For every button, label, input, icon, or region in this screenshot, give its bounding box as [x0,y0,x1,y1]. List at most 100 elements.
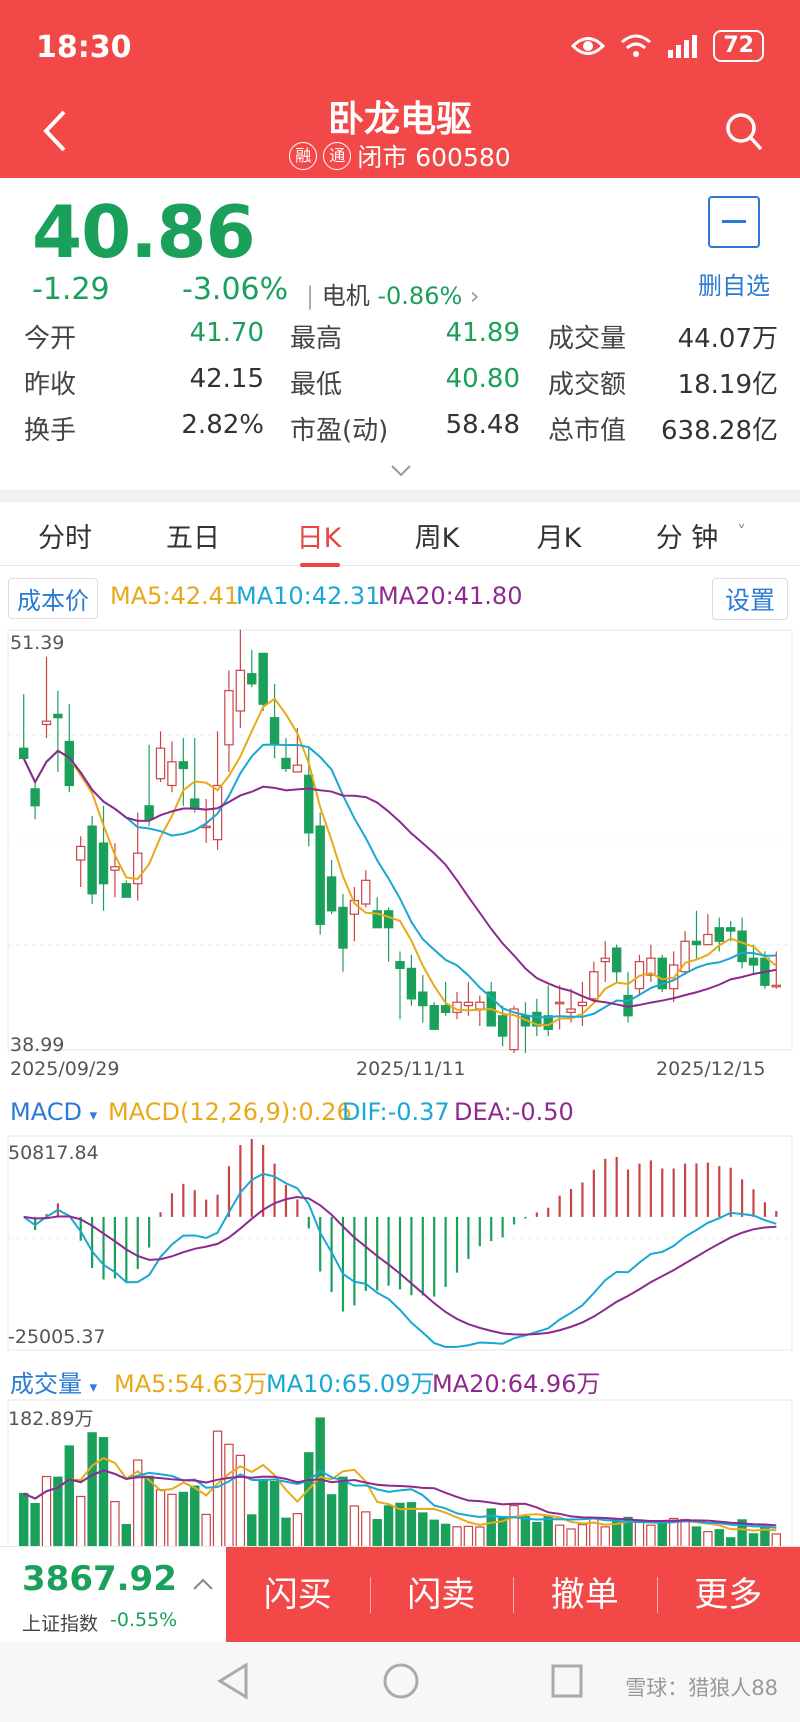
tab-4[interactable]: 月K [536,523,582,554]
kline-chart[interactable] [0,620,800,1060]
volume-bar [509,1505,519,1546]
candle-body [440,1005,451,1014]
remove-watchlist-icon[interactable] [708,196,760,248]
stat-value: 638.28亿 [661,416,778,446]
volume-bar [178,1491,189,1546]
volume-bar [566,1528,576,1546]
volume-indicator-select[interactable]: 成交量 ▾ [10,1370,98,1398]
candle-body [509,1008,519,1051]
volume-bar [475,1526,485,1546]
volume-bar [41,1475,52,1546]
macd-indicator-select[interactable]: MACD ▾ [10,1098,98,1126]
vol-ma10-line [23,1469,777,1529]
volume-bar [703,1531,713,1546]
nav-home-icon[interactable] [382,1662,420,1700]
back-icon[interactable] [38,108,72,154]
volume-bar [383,1505,394,1546]
stat-label: 昨收 [24,370,77,400]
stat-label: 今开 [24,324,77,354]
kline-ymin: 38.99 [10,1034,65,1056]
sector-name: 电机 [321,282,370,310]
macd-header: MACD ▾ MACD(12,26,9):0.26 DIF:-0.37 DEA:… [0,1094,800,1130]
volume-bar [691,1526,702,1546]
remove-watchlist-button[interactable]: 删自选 [698,272,770,300]
volume-bar [623,1516,633,1546]
chevron-down-icon: ˅ [737,522,746,543]
stat-value: 40.80 [445,364,520,394]
market-status: 闭市 600580 [357,143,511,172]
last-price: 40.86 [32,190,256,274]
candle-body [497,1015,508,1037]
candle-body [269,717,280,746]
volume-bar [30,1502,40,1546]
volume-bar [201,1513,211,1546]
trade-actions: 闪买 闪卖 撤单 更多 [226,1547,800,1643]
quote-panel: 40.86 -1.29 -3.06% | 电机 -0.86% › 删自选 今开 4… [0,178,800,490]
connect-tag: 通 [323,142,352,170]
dif-line [23,1172,777,1349]
search-icon[interactable] [724,110,764,154]
candle-body [110,866,120,871]
candle-body [566,1008,576,1014]
tab-0[interactable]: 分时 [38,523,92,554]
candle-body [611,947,622,973]
candle-body [121,883,132,898]
settings-button[interactable]: 设置 [711,578,788,620]
chevron-up-icon[interactable] [192,1577,214,1591]
volume-bar [269,1480,280,1546]
stat-value: 44.07万 [677,324,778,354]
nav-recents-icon[interactable] [550,1662,584,1700]
ma20-line [22,749,777,1008]
candle-body [258,652,268,705]
volume-bar [668,1517,679,1546]
candle-body [771,984,782,988]
system-navbar: 雪球：猎狼人88 [0,1642,800,1722]
volume-bar [315,1417,325,1546]
kline-ma-row: 成本价 MA5:42.41 MA10:42.31 MA20:41.80 设置 [0,578,800,620]
tab-2[interactable]: 日K [264,516,374,567]
period-tabs: 分时 五日 日K 周K 月K 分 钟 ˅ [0,502,800,567]
candle-body [395,960,405,969]
candle-body [725,927,736,932]
quick-buy-button[interactable]: 闪买 [263,1575,332,1615]
chevron-down-icon[interactable] [390,464,412,478]
ma5-value: MA5:42.41 [110,582,240,610]
tab-3[interactable]: 周K [414,523,460,554]
status-icons: 72 [571,30,764,62]
more-button[interactable]: 更多 [656,1547,800,1643]
sector-link[interactable]: | 电机 -0.86% › [306,282,480,310]
volume-chart[interactable] [0,1396,800,1546]
candle-body [714,927,724,942]
candle-body [30,788,40,807]
candle-body [76,845,86,861]
candle-body [737,930,747,963]
candle-body [600,957,610,963]
macd-params: MACD(12,26,9):0.26 [108,1098,352,1126]
quick-sell-button[interactable]: 闪卖 [369,1547,514,1643]
volume-bar [714,1529,724,1546]
candle-body [406,967,417,1000]
nav-back-icon[interactable] [216,1662,250,1700]
tab-1[interactable]: 五日 [166,523,220,554]
tab-5[interactable]: 分 钟 ˅ [655,522,746,554]
volume-bar [326,1494,337,1546]
cancel-order-button[interactable]: 撤单 [513,1547,657,1643]
candle-body [41,720,52,726]
volume-bar [258,1478,268,1546]
vol-ma5: MA5:54.63万 [114,1370,268,1398]
volume-bar [600,1526,610,1546]
volume-bar [463,1525,474,1546]
candle-body [201,825,211,829]
macd-chart[interactable] [0,1132,800,1354]
volume-bar [532,1521,542,1546]
cost-price-button[interactable]: 成本价 [8,578,98,619]
ma5-line [22,697,777,1027]
vol-ma10: MA10:65.09万 [266,1370,435,1398]
candle-body [383,910,394,929]
volume-bar [577,1524,588,1546]
stock-name: 卧龙电驱 [327,99,472,140]
battery-icon: 72 [713,30,764,62]
volume-bar [235,1454,246,1546]
stat-value: 41.70 [189,318,264,348]
date-label-mid: 2025/11/11 [356,1058,466,1080]
